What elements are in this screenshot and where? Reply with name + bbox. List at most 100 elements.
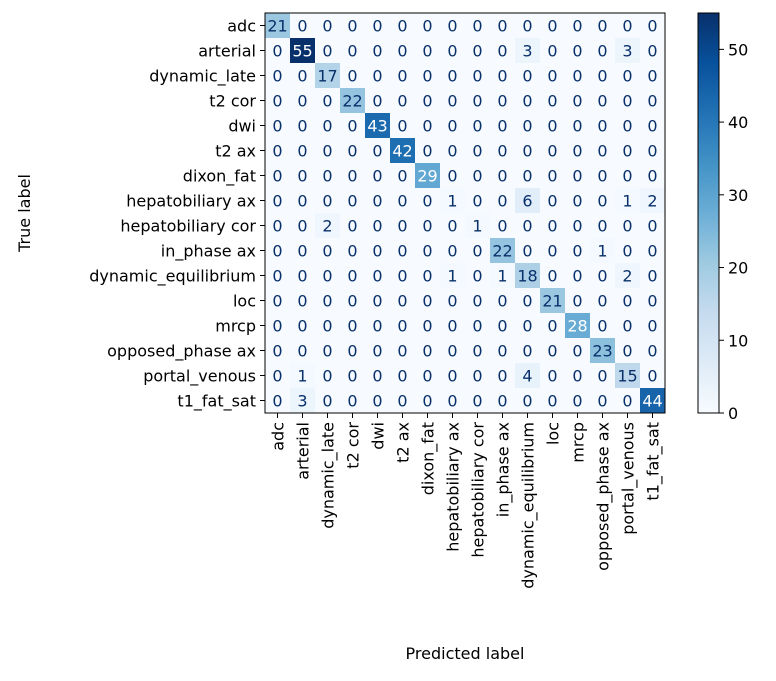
cell-value-label: 0 (572, 342, 582, 361)
cell-value-label: 0 (597, 217, 607, 236)
cell-value-label: 2 (647, 192, 657, 211)
heatmap-cell (315, 213, 341, 239)
cell-value-label: 0 (472, 292, 482, 311)
heatmap-cell (640, 188, 666, 214)
heatmap-cell (615, 338, 641, 364)
cell-value-label: 0 (272, 142, 282, 161)
colorbar (697, 12, 720, 414)
cell-value-label: 0 (322, 167, 332, 186)
cell-value-label: 2 (622, 267, 632, 286)
heatmap-cell (365, 163, 391, 189)
cell-value-label: 0 (397, 217, 407, 236)
cell-value-label: 0 (497, 117, 507, 136)
heatmap-cell (515, 313, 541, 339)
x-tick-label-adc: adc (269, 422, 288, 451)
cell-value-label: 0 (547, 367, 557, 386)
heatmap-cell (640, 263, 666, 289)
colorbar-tick-label: 30 (728, 186, 748, 205)
cell-value-label: 0 (472, 67, 482, 86)
heatmap-cell (465, 288, 491, 314)
heatmap-cell (440, 38, 466, 64)
heatmap-cell (390, 263, 416, 289)
heatmap-cell (315, 288, 341, 314)
heatmap-cell (465, 113, 491, 139)
heatmap-cell (390, 38, 416, 64)
heatmap-cell (490, 63, 516, 89)
cell-value-label: 0 (422, 242, 432, 261)
heatmap-cell (440, 138, 466, 164)
heatmap-cell (565, 238, 591, 264)
heatmap-cell (440, 63, 466, 89)
heatmap-cell (390, 388, 416, 414)
cell-value-label: 0 (397, 192, 407, 211)
cell-value-label: 0 (397, 367, 407, 386)
heatmap-cell (490, 313, 516, 339)
cell-value-label: 0 (522, 142, 532, 161)
heatmap-cell (490, 263, 516, 289)
cell-value-label: 0 (547, 142, 557, 161)
cell-value-label: 0 (297, 242, 307, 261)
cell-value-label: 0 (572, 242, 582, 261)
heatmap-cell (440, 213, 466, 239)
y-tick-label-dwi: dwi (228, 117, 256, 136)
heatmap-cell (465, 13, 491, 39)
cell-value-label: 0 (472, 192, 482, 211)
heatmap-cell (290, 313, 316, 339)
cell-value-label: 0 (397, 267, 407, 286)
cell-value-label: 0 (422, 192, 432, 211)
cell-value-label: 0 (572, 67, 582, 86)
heatmap-cell (290, 338, 316, 364)
cell-value-label: 0 (272, 167, 282, 186)
cell-value-label: 0 (397, 392, 407, 411)
cell-value-label: 0 (522, 317, 532, 336)
heatmap-cell (515, 213, 541, 239)
heatmap-cell (440, 88, 466, 114)
cell-value-label: 0 (472, 92, 482, 111)
heatmap-cell (565, 88, 591, 114)
cell-value-label: 0 (422, 217, 432, 236)
cell-value-label: 0 (322, 42, 332, 61)
heatmap-cell (440, 288, 466, 314)
cell-value-label: 0 (572, 392, 582, 411)
heatmap-cell (540, 238, 566, 264)
heatmap-cell (315, 63, 341, 89)
cell-value-label: 0 (497, 142, 507, 161)
heatmap-cell (265, 263, 291, 289)
cell-value-label: 0 (647, 217, 657, 236)
cell-value-label: 0 (297, 67, 307, 86)
heatmap-cell (540, 363, 566, 389)
cell-value-label: 0 (572, 92, 582, 111)
cell-value-label: 17 (317, 67, 337, 86)
heatmap-cell (290, 363, 316, 389)
cell-value-label: 0 (597, 142, 607, 161)
cell-value-label: 0 (347, 217, 357, 236)
heatmap-cell (515, 63, 541, 89)
cell-value-label: 28 (567, 317, 587, 336)
heatmap-cell (540, 213, 566, 239)
cell-value-label: 0 (472, 167, 482, 186)
x-tick-label-portal-venous: portal_venous (619, 422, 639, 535)
cell-value-label: 0 (622, 242, 632, 261)
cell-value-label: 0 (422, 17, 432, 36)
cell-value-label: 0 (272, 367, 282, 386)
heatmap-cell (390, 13, 416, 39)
heatmap-cell (315, 38, 341, 64)
heatmap-cell (290, 163, 316, 189)
heatmap-cell (265, 138, 291, 164)
heatmap-cell (565, 163, 591, 189)
cell-value-label: 0 (272, 342, 282, 361)
cell-value-label: 0 (322, 17, 332, 36)
cell-value-label: 2 (322, 217, 332, 236)
cell-value-label: 0 (347, 292, 357, 311)
cell-value-label: 0 (297, 167, 307, 186)
heatmap-cell (540, 188, 566, 214)
y-tick-label-mrcp: mrcp (215, 317, 256, 336)
heatmap-cell (615, 188, 641, 214)
heatmap-cell (440, 388, 466, 414)
heatmap-cell (515, 113, 541, 139)
x-tick-label-t2-ax: t2 ax (394, 422, 413, 463)
heatmap-cell (340, 138, 366, 164)
cell-value-label: 0 (647, 117, 657, 136)
heatmap-cell (315, 138, 341, 164)
cell-value-label: 0 (572, 367, 582, 386)
